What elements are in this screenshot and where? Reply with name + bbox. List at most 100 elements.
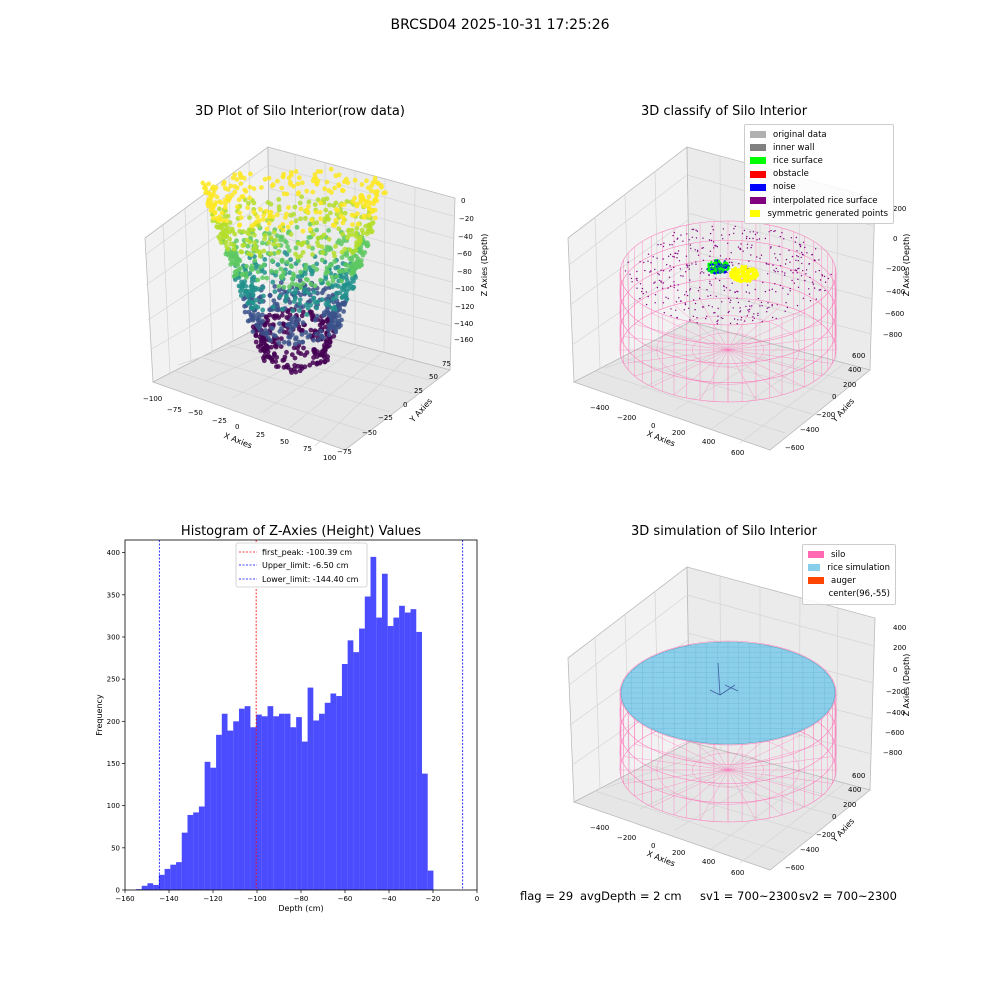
- raw-point: [353, 233, 359, 239]
- raw-point-cloud: [200, 166, 388, 375]
- raw-point: [324, 196, 330, 202]
- interpolated-point: [737, 319, 739, 321]
- raw-x-tick: 25: [256, 431, 265, 439]
- raw-point: [217, 214, 222, 220]
- histogram-y-axis: 0 50 100 150 200 250 300 350 400: [107, 549, 125, 895]
- interpolated-point: [684, 294, 686, 296]
- raw-point: [319, 257, 325, 263]
- interpolated-point: [764, 290, 767, 293]
- legend-swatch: [750, 131, 766, 139]
- classify-z-tick: 0: [893, 235, 897, 243]
- interpolated-point: [721, 301, 723, 303]
- raw-y-tick: 0: [403, 401, 407, 409]
- rice-surface-point: [726, 268, 730, 271]
- interpolated-point: [660, 243, 662, 246]
- rice-surface-point: [714, 259, 717, 262]
- silo-floor-spoke: [727, 349, 805, 387]
- classify-x-tick: 600: [731, 449, 744, 457]
- rice-surface-point: [707, 264, 710, 267]
- raw-z-tick: −40: [458, 233, 473, 241]
- raw-point: [264, 354, 270, 360]
- symmetric-point: [754, 275, 758, 279]
- raw-point: [249, 299, 255, 305]
- symmetric-point: [743, 279, 746, 283]
- interpolated-point: [777, 270, 779, 273]
- raw-point: [316, 337, 322, 343]
- interpolated-point: [802, 270, 804, 272]
- raw-point: [364, 178, 369, 184]
- raw-point: [269, 258, 275, 263]
- raw-point: [291, 211, 296, 217]
- histogram-bar: [227, 730, 234, 890]
- interpolated-point: [756, 256, 758, 258]
- sim-y-tick: 0: [832, 813, 836, 821]
- interpolated-point: [654, 281, 656, 283]
- interpolated-point: [748, 292, 750, 294]
- rice-surface-point: [719, 270, 723, 273]
- raw-point: [303, 276, 309, 282]
- raw-point: [234, 238, 239, 244]
- interpolated-point: [774, 271, 776, 273]
- silo-floor-spoke: [623, 756, 729, 771]
- sim-y-tick: 600: [852, 772, 865, 780]
- symmetric-point: [733, 278, 736, 281]
- histogram-bar: [296, 717, 302, 890]
- raw-point: [281, 171, 287, 177]
- symmetric-point: [748, 267, 751, 271]
- raw-point: [242, 309, 248, 315]
- raw-plot-title: 3D Plot of Silo Interior(row data): [195, 104, 405, 119]
- silo-floor-spoke: [699, 769, 729, 821]
- raw-point: [210, 184, 216, 190]
- interpolated-point: [736, 290, 738, 292]
- raw-point: [212, 210, 218, 216]
- histogram-bar: [336, 696, 342, 890]
- avg-depth-text: avgDepth = 2 cm: [580, 889, 682, 903]
- raw-point: [312, 317, 318, 323]
- interpolated-point: [830, 273, 832, 276]
- interpolated-point: [768, 306, 770, 309]
- interpolated-point: [627, 261, 629, 263]
- interpolated-point: [696, 230, 699, 232]
- raw-point: [318, 359, 324, 364]
- interpolated-point: [673, 266, 675, 269]
- raw-point: [233, 250, 239, 256]
- interpolated-point: [779, 253, 781, 255]
- raw-point: [378, 183, 384, 188]
- raw-point: [279, 326, 284, 331]
- raw-point: [333, 244, 338, 249]
- legend-swatch: [750, 210, 761, 218]
- sim-y-tick: −600: [785, 864, 804, 872]
- raw-point: [361, 203, 367, 209]
- raw-point: [315, 240, 320, 245]
- interpolated-point: [797, 278, 799, 280]
- raw-point: [214, 194, 220, 200]
- interpolated-point: [636, 279, 638, 282]
- flag-text: flag = 29: [520, 889, 574, 903]
- interpolated-point: [703, 272, 705, 274]
- interpolated-point: [801, 251, 803, 254]
- interpolated-point: [782, 287, 784, 289]
- interpolated-point: [691, 228, 693, 231]
- raw-point: [314, 267, 320, 272]
- interpolated-point: [670, 268, 672, 271]
- interpolated-point: [675, 301, 678, 303]
- interpolated-point: [712, 229, 714, 231]
- raw-z-tick: −80: [457, 268, 472, 276]
- raw-point: [314, 220, 320, 226]
- raw-point: [247, 184, 253, 190]
- interpolated-point: [723, 285, 725, 287]
- interpolated-point: [686, 233, 688, 235]
- interpolated-point: [744, 320, 746, 322]
- raw-point: [338, 213, 344, 219]
- raw-point: [240, 194, 246, 200]
- silo-floor-spoke: [651, 349, 729, 387]
- raw-point: [275, 250, 281, 255]
- raw-point: [304, 188, 310, 194]
- simulation-legend-item: rice simulation: [808, 561, 890, 574]
- interpolated-point: [686, 266, 689, 268]
- raw-point: [298, 253, 304, 259]
- raw-point: [370, 220, 376, 226]
- interpolated-point: [678, 297, 680, 299]
- interpolated-point: [675, 309, 677, 311]
- raw-x-axis: −100 −75 −50 −25 0 25 50 75 100: [143, 395, 336, 462]
